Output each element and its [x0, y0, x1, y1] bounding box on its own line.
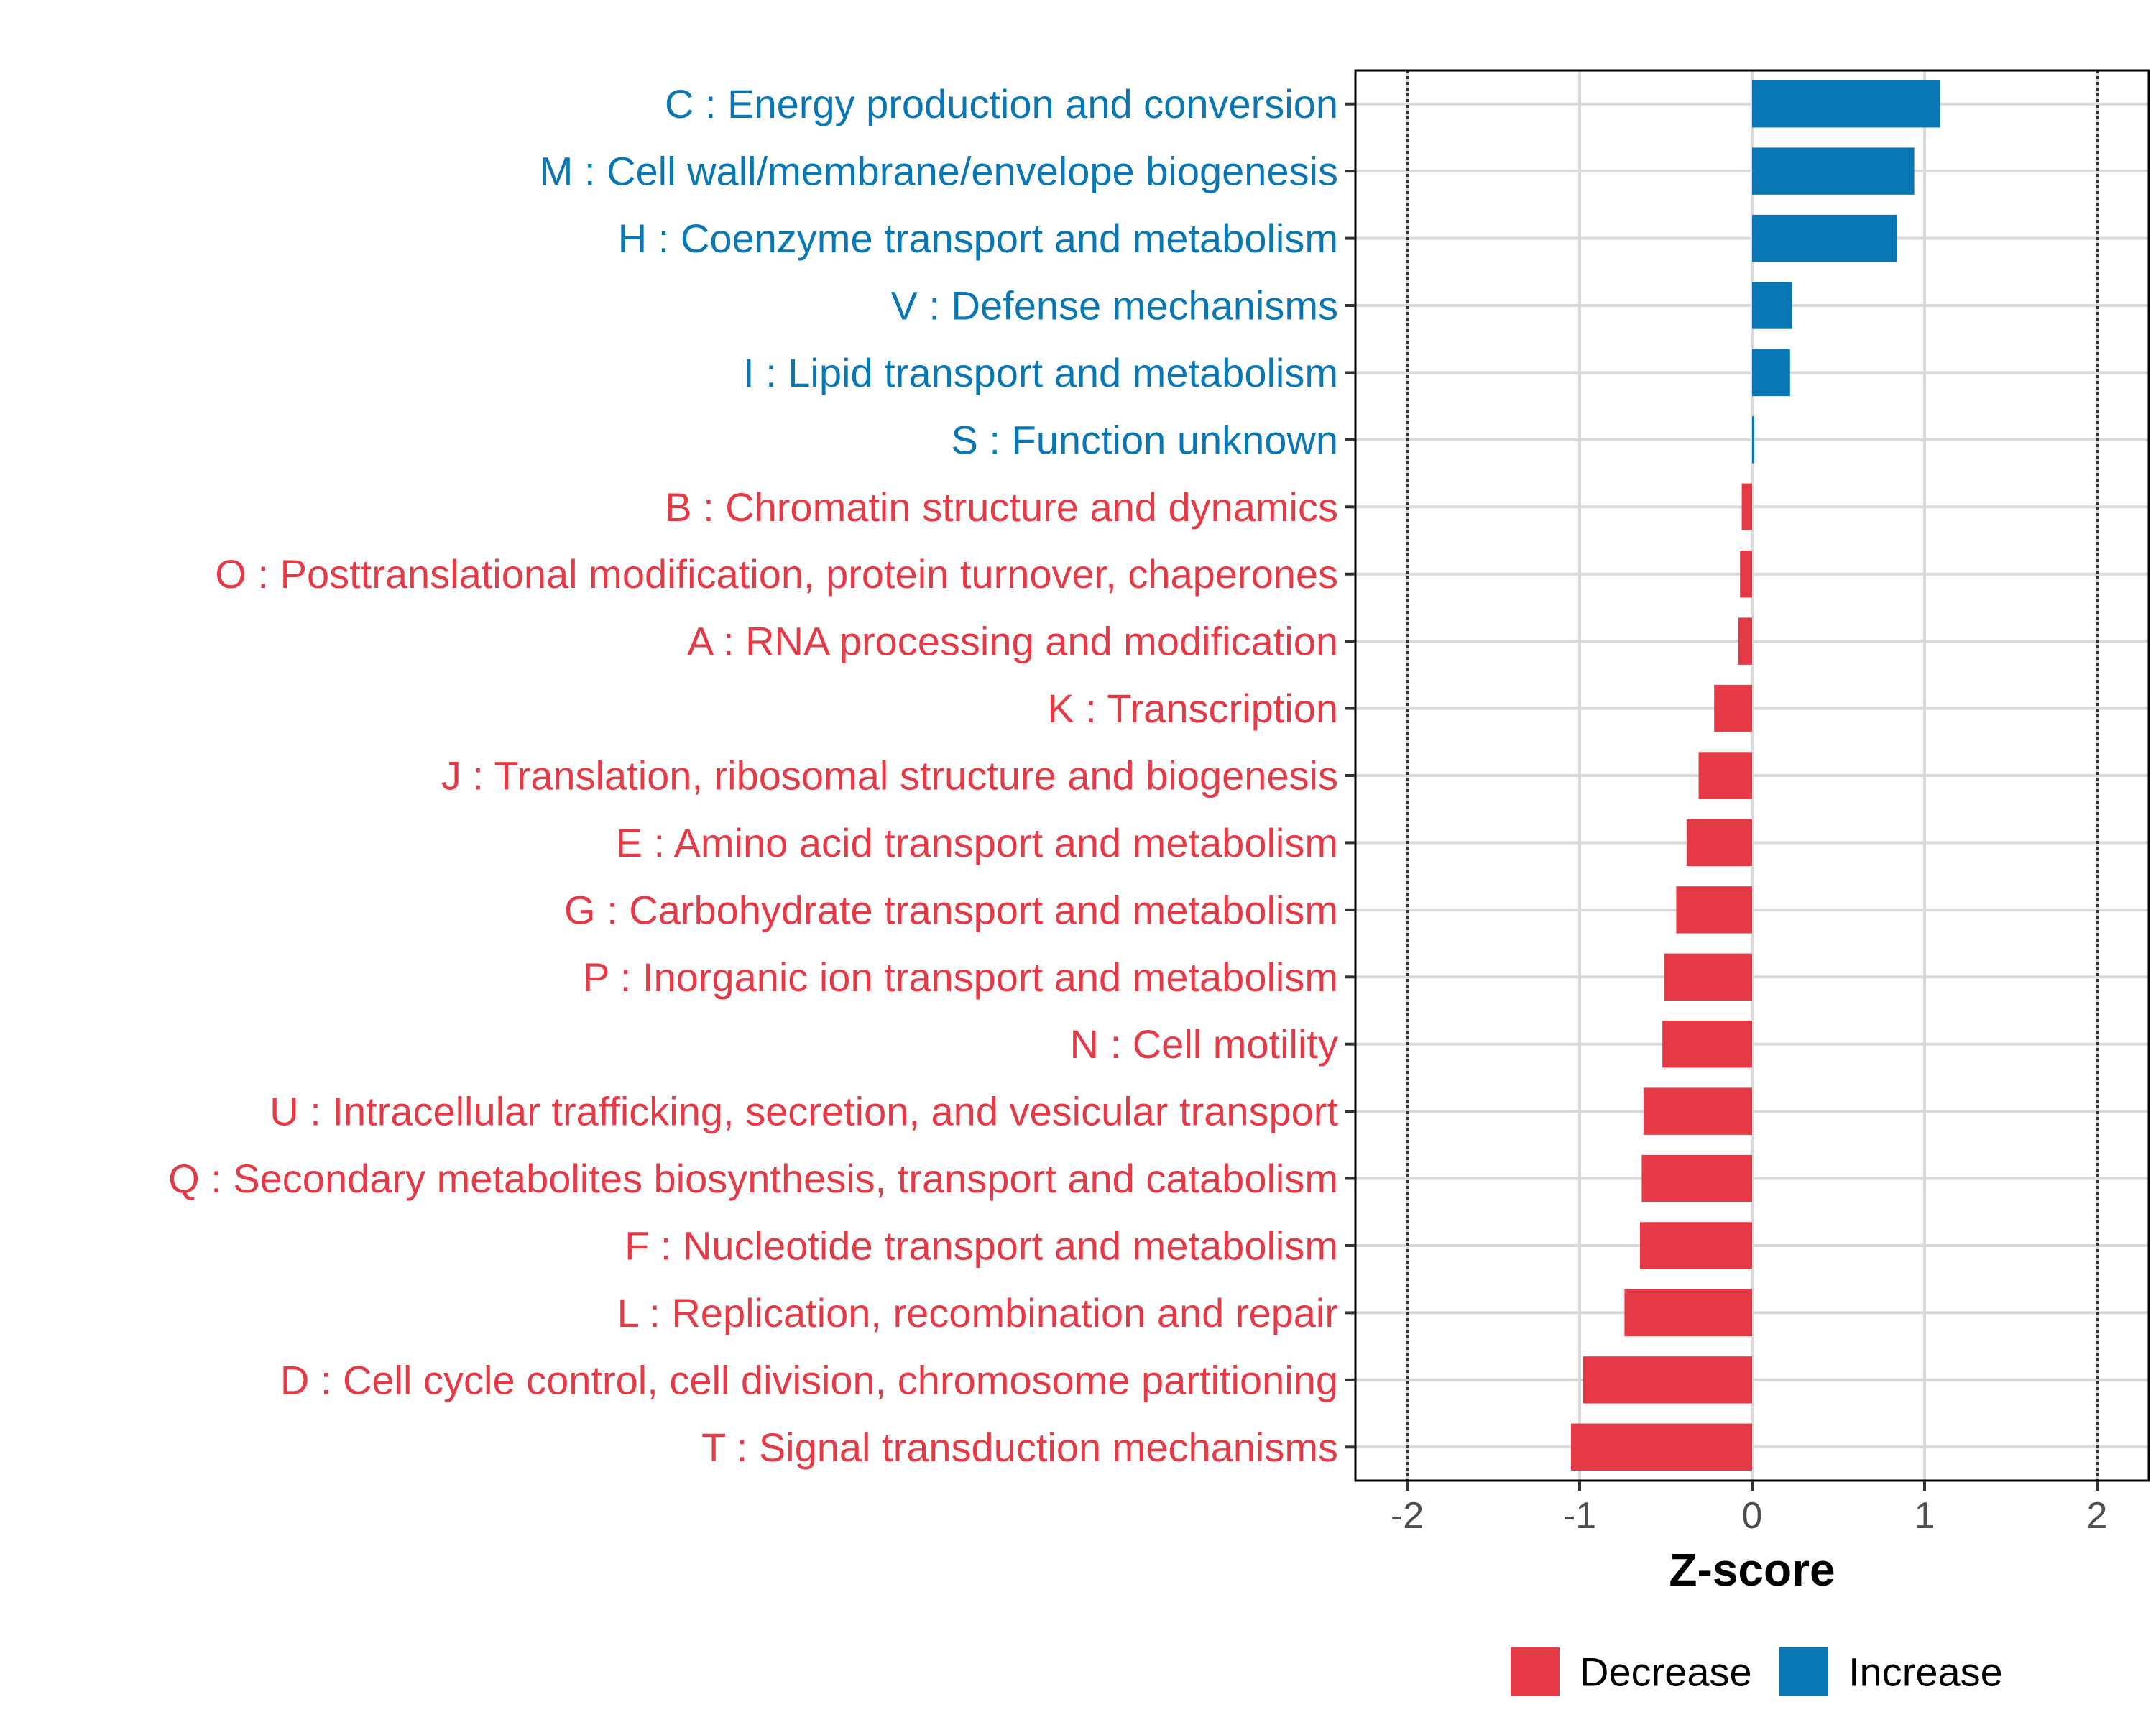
category-label: F : Nucleotide transport and metabolism: [625, 1223, 1338, 1269]
bar: [1686, 819, 1752, 867]
y-axis-ticks: [1345, 102, 1355, 1449]
category-label: B : Chromatin structure and dynamics: [665, 484, 1338, 530]
bar: [1640, 1222, 1752, 1269]
category-label: A : RNA processing and modification: [687, 619, 1338, 664]
bar: [1624, 1289, 1752, 1337]
bar: [1741, 483, 1752, 530]
bar: [1752, 349, 1790, 397]
bar: [1641, 1154, 1752, 1202]
category-label: V : Defense mechanisms: [891, 283, 1338, 328]
category-label: N : Cell motility: [1070, 1021, 1338, 1067]
legend-label-increase: Increase: [1848, 1650, 2003, 1695]
bar: [1752, 282, 1792, 329]
category-label: G : Carbohydrate transport and metabolis…: [564, 887, 1338, 932]
bar: [1752, 80, 1940, 128]
category-label: M : Cell wall/membrane/envelope biogenes…: [540, 149, 1338, 194]
bar: [1752, 416, 1754, 464]
bar: [1698, 752, 1752, 799]
category-label: K : Transcription: [1047, 686, 1338, 731]
category-label: U : Intracellular trafficking, secretion…: [270, 1089, 1338, 1134]
x-tick-label: 2: [2087, 1495, 2108, 1537]
category-label: P : Inorganic ion transport and metaboli…: [583, 954, 1338, 1000]
x-axis-title: Z-score: [1669, 1544, 1835, 1596]
x-tick-label: 1: [1915, 1495, 1935, 1537]
x-axis-ticks: -2 -1 0 1 2: [1391, 1481, 2108, 1537]
bar: [1738, 617, 1752, 665]
x-tick-label: -1: [1563, 1495, 1596, 1537]
category-label: T : Signal transduction mechanisms: [701, 1425, 1338, 1470]
x-tick-label: -2: [1391, 1495, 1424, 1537]
y-axis-category-labels: C : Energy production and conversion M : …: [168, 81, 1338, 1470]
category-label: J : Translation, ribosomal structure and…: [441, 753, 1338, 799]
category-label: I : Lipid transport and metabolism: [743, 350, 1338, 395]
legend-label-decrease: Decrease: [1580, 1650, 1752, 1695]
bar: [1662, 1021, 1752, 1068]
bar: [1752, 147, 1915, 195]
category-label: S : Function unknown: [951, 417, 1338, 462]
bar: [1583, 1356, 1752, 1404]
bar: [1714, 684, 1752, 732]
reference-lines: [1406, 70, 2099, 1481]
bar: [1643, 1087, 1752, 1135]
bar: [1740, 551, 1752, 598]
category-label: Q : Secondary metabolites biosynthesis, …: [168, 1156, 1338, 1201]
bar: [1664, 953, 1752, 1000]
bars: [1571, 80, 1940, 1471]
category-label: H : Coenzyme transport and metabolism: [618, 216, 1338, 261]
category-label: D : Cell cycle control, cell division, c…: [280, 1357, 1338, 1402]
category-label: E : Amino acid transport and metabolism: [616, 820, 1338, 865]
x-tick-label: 0: [1742, 1495, 1763, 1537]
category-label: L : Replication, recombination and repai…: [617, 1290, 1338, 1335]
bar: [1752, 214, 1897, 262]
legend: Decrease Increase: [1511, 1647, 2003, 1696]
category-label: C : Energy production and conversion: [665, 81, 1338, 126]
bar: [1571, 1423, 1752, 1471]
legend-swatch-decrease: [1511, 1647, 1560, 1696]
bar: [1676, 886, 1752, 934]
legend-swatch-increase: [1779, 1647, 1828, 1696]
category-label: O : Posttranslational modification, prot…: [215, 551, 1338, 597]
